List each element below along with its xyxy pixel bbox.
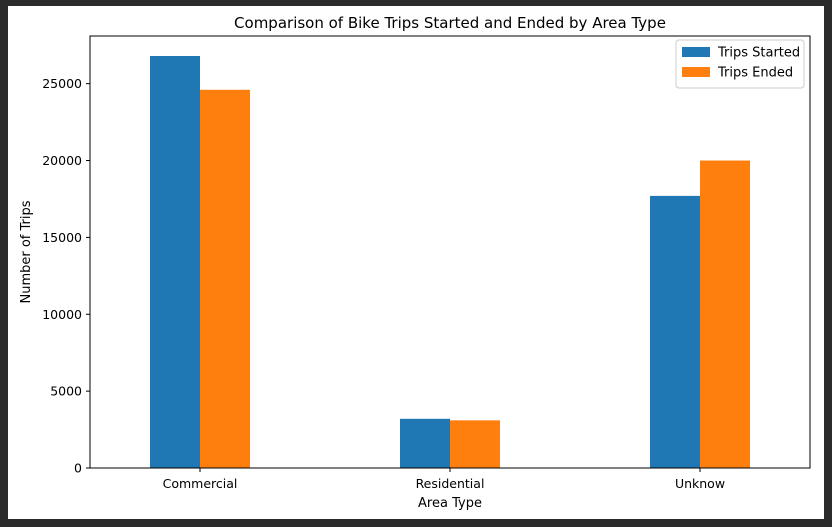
legend-label-trips-started: Trips Started: [717, 46, 800, 61]
bar-chart: Comparison of Bike Trips Started and End…: [19, 14, 811, 511]
legend-label-trips-ended: Trips Ended: [717, 66, 793, 81]
legend: Trips Started Trips Ended: [675, 39, 805, 89]
bar-trips-started-residential: [400, 418, 450, 468]
bar-trips-started-unknow: [650, 195, 700, 469]
x-tick-label-commercial: Commercial: [163, 476, 238, 491]
y-axis-ticks: 0 5000 10000 15000 20000 25000: [42, 76, 90, 476]
chart-title: Comparison of Bike Trips Started and End…: [234, 14, 666, 32]
bar-trips-started-commercial: [150, 55, 200, 468]
x-axis-label: Area Type: [418, 496, 482, 511]
x-tick-label-residential: Residential: [416, 476, 485, 491]
x-axis-ticks: Commercial Residential Unknow: [163, 468, 725, 491]
y-tick-label: 15000: [42, 230, 82, 245]
bars-group: [150, 55, 750, 469]
bar-trips-ended-residential: [450, 420, 500, 468]
x-tick-label-unknow: Unknow: [675, 476, 725, 491]
y-tick-label: 5000: [50, 384, 82, 399]
y-axis-label: Number of Trips: [19, 200, 34, 303]
y-tick-label: 20000: [42, 153, 82, 168]
bar-trips-ended-commercial: [200, 89, 250, 468]
figure-canvas: Comparison of Bike Trips Started and End…: [8, 6, 824, 519]
y-tick-label: 25000: [42, 76, 82, 91]
legend-swatch-trips-ended: [682, 67, 710, 77]
legend-swatch-trips-started: [682, 47, 710, 57]
bar-trips-ended-unknow: [700, 160, 750, 469]
y-tick-label: 0: [74, 461, 82, 476]
plot-area-frame: [89, 35, 811, 469]
y-tick-label: 10000: [42, 307, 82, 322]
